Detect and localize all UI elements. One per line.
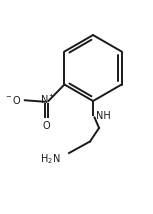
Text: NH: NH (96, 111, 111, 121)
Text: $^-$O: $^-$O (4, 94, 22, 106)
Text: H$_2$N: H$_2$N (40, 152, 60, 166)
Text: N$^+$: N$^+$ (40, 92, 56, 106)
Text: O: O (43, 121, 50, 131)
